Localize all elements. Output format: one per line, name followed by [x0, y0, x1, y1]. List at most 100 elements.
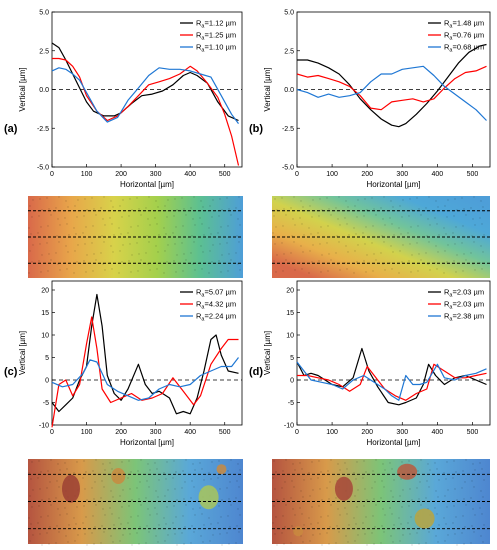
surface-texture-dot	[127, 522, 129, 524]
surface-texture-dot	[47, 470, 49, 472]
surface-texture-dot	[445, 478, 447, 480]
surface-texture-dot	[311, 506, 313, 508]
surface-texture-dot	[312, 489, 314, 491]
surface-texture-dot	[454, 533, 456, 535]
surface-texture-dot	[273, 460, 275, 462]
surface-texture-dot	[193, 531, 195, 533]
x-tick-label: 500	[467, 171, 479, 178]
surface-texture-dot	[86, 544, 88, 546]
surface-texture-dot	[345, 200, 347, 202]
surface-texture-dot	[429, 224, 431, 226]
surface-texture-dot	[312, 244, 314, 246]
surface-texture-dot	[443, 472, 445, 474]
surface-texture-dot	[398, 517, 400, 519]
x-tick-label: 100	[326, 429, 338, 436]
surface-texture-dot	[384, 269, 386, 271]
surface-texture-dot	[337, 508, 339, 510]
surface-texture-dot	[37, 522, 39, 524]
surface-texture-dot	[208, 227, 210, 229]
surface-texture-dot	[66, 268, 68, 270]
surface-texture-dot	[209, 540, 211, 542]
surface-texture-dot	[344, 462, 346, 464]
surface-texture-dot	[437, 496, 439, 498]
surface-texture-dot	[32, 534, 34, 536]
surface-texture-dot	[309, 495, 311, 497]
surface-texture-dot	[472, 463, 474, 465]
surface-texture-dot	[173, 460, 175, 462]
surface-texture-dot	[164, 205, 166, 207]
surface-texture-dot	[429, 269, 431, 271]
surface-texture-dot	[437, 206, 439, 208]
y-tick-label: 10	[286, 333, 294, 340]
surface-texture-dot	[212, 199, 214, 201]
surface-texture-dot	[294, 514, 296, 516]
surface-texture-dot	[302, 206, 304, 208]
surface-texture-dot	[58, 531, 60, 533]
surface-texture-dot	[46, 242, 48, 244]
surface-texture-dot	[145, 497, 147, 499]
surface-texture-dot	[364, 198, 366, 200]
surface-texture-dot	[383, 241, 385, 243]
surface-texture-dot	[184, 526, 186, 528]
surface-texture-dot	[417, 270, 419, 272]
surface-texture-dot	[346, 513, 348, 515]
surface-texture-dot	[167, 199, 169, 201]
surface-texture-dot	[77, 199, 79, 201]
surface-texture-dot	[137, 270, 139, 272]
surface-texture-dot	[283, 253, 285, 255]
surface-texture-dot	[212, 244, 214, 246]
surface-bump	[397, 463, 418, 480]
series-line	[51, 67, 239, 124]
surface-texture-dot	[50, 259, 52, 261]
surface-texture-dot	[113, 524, 115, 526]
series-line	[297, 363, 487, 401]
surface-texture-dot	[118, 517, 120, 519]
surface-texture-dot	[462, 515, 464, 517]
surface-texture-dot	[362, 477, 364, 479]
surface-texture-dot	[335, 252, 337, 254]
surface-texture-dot	[219, 533, 221, 535]
surface-texture-dot	[194, 269, 196, 271]
surface-texture-dot	[473, 531, 475, 533]
surface-texture-dot	[103, 531, 105, 533]
surface-texture-dot	[84, 243, 86, 245]
surface-texture-dot	[73, 517, 75, 519]
surface-texture-dot	[410, 271, 412, 273]
plot-frame	[296, 280, 491, 426]
surface-texture-dot	[227, 515, 229, 517]
surface-texture-dot	[121, 216, 123, 218]
surface-texture-dot	[30, 523, 32, 525]
surface-texture-dot	[381, 235, 383, 237]
surface-texture-dot	[335, 207, 337, 209]
surface-texture-dot	[110, 200, 112, 202]
surface-texture-dot	[84, 533, 86, 535]
surface-texture-dot	[344, 507, 346, 509]
y-axis-title: Vertical [µm]	[263, 67, 272, 111]
surface-texture-dot	[294, 224, 296, 226]
surface-texture-dot	[157, 206, 159, 208]
surface-texture-dot	[73, 227, 75, 229]
surface-texture-dot	[77, 534, 79, 536]
surface-texture-dot	[389, 507, 391, 509]
surface-texture-dot	[337, 218, 339, 220]
surface-texture-dot	[38, 260, 40, 262]
surface-texture-dot	[408, 260, 410, 262]
surface-texture-dot	[139, 526, 141, 528]
surface-texture-dot	[318, 215, 320, 217]
surface-texture-dot	[111, 268, 113, 270]
x-tick-label: 0	[295, 429, 299, 436]
surface-texture-dot	[327, 470, 329, 472]
surface-texture-dot	[211, 461, 213, 463]
surface-texture-dot	[157, 251, 159, 253]
surface-texture-dot	[167, 244, 169, 246]
surface-texture-dot	[130, 471, 132, 473]
surface-texture-dot	[200, 245, 202, 247]
surface-texture-dot	[402, 244, 404, 246]
surface-texture-dot	[91, 487, 93, 489]
surface-texture-dot	[356, 216, 358, 218]
surface-texture-dot	[482, 496, 484, 498]
surface-texture-dot	[101, 235, 103, 237]
surface-texture-dot	[154, 507, 156, 509]
surface-texture-dot	[119, 540, 121, 542]
y-tick-label: 20	[286, 288, 294, 295]
